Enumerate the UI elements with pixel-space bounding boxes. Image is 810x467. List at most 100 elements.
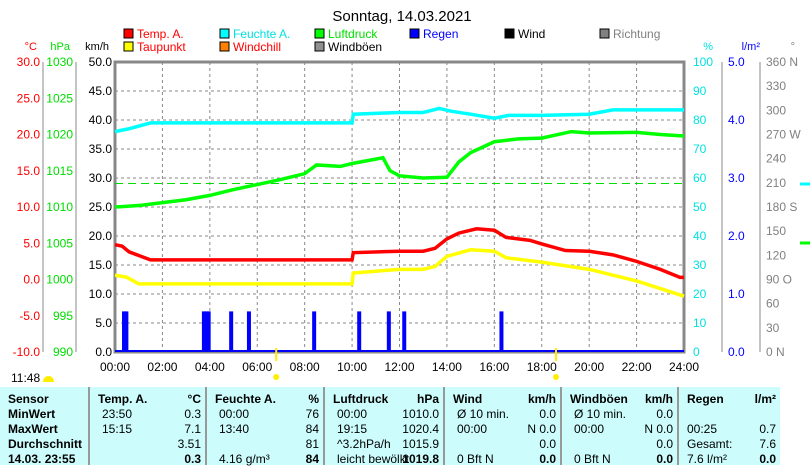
x-tick-label: 10:00: [337, 360, 367, 374]
cell-value: 0.3: [184, 452, 201, 466]
table-row: Durchschnitt: [0, 437, 88, 452]
humidity-tick-label: 30: [693, 258, 707, 272]
cell-value: 0.0: [759, 452, 776, 466]
rain-bar: [402, 311, 407, 352]
table-header: Luftdruck hPa: [325, 392, 445, 407]
table-column: Wind km/h Ø 10 min. 0.0 00:00 N 0.0 0.0 0 Bft N…: [443, 387, 562, 467]
temp-tick-label: -5.0: [19, 309, 40, 323]
wind-tick-label: 10.0: [89, 287, 113, 301]
temp-tick-label: -10.0: [13, 345, 41, 359]
humidity-tick-label: 90: [693, 84, 707, 98]
direction-tick-label: 210: [766, 176, 786, 190]
table-row: 00:00 1010.0: [325, 407, 445, 422]
table-column: Sensor MinWert MaxWert Durchschnitt 14.03. 2…: [0, 387, 88, 467]
temp-unit-label: °C: [25, 41, 37, 53]
table-row: 0.0: [445, 437, 562, 452]
wind-tick-label: 40.0: [89, 113, 113, 127]
table-row: 15:15 7.1: [90, 422, 207, 437]
wind-tick-label: 35.0: [89, 142, 113, 156]
legend-item: Taupunkt: [137, 40, 186, 54]
wind-tick-label: 20.0: [89, 229, 113, 243]
table-row: 3.51: [90, 437, 207, 452]
pressure-tick-label: 1020: [46, 128, 73, 142]
humidity-tick-label: 0: [693, 345, 700, 359]
pressure-tick-label: 995: [53, 309, 73, 323]
table-row: 14.03. 23:55: [0, 452, 88, 467]
legend-swatch: [123, 28, 134, 39]
direction-tick-label: 60: [766, 297, 780, 311]
cell-value: N 0.0: [527, 422, 556, 436]
pressure-tick-label: 1015: [46, 164, 73, 178]
temp-tick-label: 15.0: [17, 164, 41, 178]
cell-label: Regen: [687, 392, 724, 406]
cell-label: 0 Bft N: [457, 452, 494, 466]
cell-label: Durchschnitt: [8, 437, 83, 451]
cell-value: °C: [187, 392, 201, 406]
rain-tick-label: 3.0: [728, 171, 745, 185]
humidity-tick-label: 10: [693, 316, 707, 330]
wind-tick-label: 15.0: [89, 258, 113, 272]
humidity-tick-label: 40: [693, 229, 707, 243]
x-tick-label: 20:00: [574, 360, 604, 374]
table-row: 0 Bft N 0.0: [445, 452, 562, 467]
table-row: 00:00 76: [207, 407, 325, 422]
legend-swatch: [219, 41, 230, 52]
direction-tick-label: 360 N: [766, 55, 798, 69]
rain-bar: [246, 311, 251, 352]
series-luftdruck: [114, 129, 685, 209]
cell-value: 0.0: [539, 452, 556, 466]
cell-label: Temp. A.: [98, 392, 148, 406]
x-tick-label: 18:00: [527, 360, 557, 374]
table-row: 00:00 N 0.0: [445, 422, 562, 437]
cell-value: 7.6: [759, 437, 776, 451]
direction-tick-label: 240: [766, 152, 786, 166]
rain-bar: [124, 311, 129, 352]
table-row: 0.0: [562, 437, 679, 452]
rain-bar: [386, 311, 391, 352]
table-header: Wind km/h: [445, 392, 562, 407]
direction-tick-label: 330: [766, 79, 786, 93]
table-row: 23:50 0.3: [90, 407, 207, 422]
legend-item: Regen: [423, 27, 458, 41]
cell-value: 0.7: [759, 422, 776, 436]
pressure-tick-label: 1005: [46, 236, 73, 250]
cell-value: l/m²: [754, 392, 776, 406]
table-column: Regen l/m² 00:25 0.7 Gesamt: 7.6 7.6 l/m² 0.0: [677, 387, 782, 466]
temp-tick-label: 30.0: [17, 55, 41, 69]
pressure-tick-label: 1030: [46, 55, 73, 69]
rain-tick-label: 2.0: [728, 229, 745, 243]
temp-tick-label: 10.0: [17, 200, 41, 214]
table-row: 00:25 0.7: [679, 422, 782, 437]
humidity-tick-label: 60: [693, 171, 707, 185]
direction-unit-label: °: [791, 41, 795, 53]
table-row: 13:40 84: [207, 422, 325, 437]
table-column: Temp. A. °C 23:50 0.3 15:15 7.1 3.51 0.3: [88, 387, 207, 466]
wind-unit-label: km/h: [85, 41, 109, 53]
pressure-tick-label: 1000: [46, 273, 73, 287]
cell-value: 0.0: [656, 407, 673, 421]
cell-value: 1010.0: [402, 407, 439, 421]
rain-bar: [357, 311, 362, 352]
rain-bar: [312, 311, 317, 352]
x-tick-label: 06:00: [242, 360, 272, 374]
cell-value: 1019.8: [402, 452, 439, 466]
x-tick-label: 12:00: [384, 360, 414, 374]
table-header: Feuchte A.%: [207, 392, 325, 407]
table-header: Sensor: [0, 392, 88, 407]
cell-value: km/h: [527, 392, 556, 406]
cell-label: MinWert: [8, 407, 56, 421]
cell-value: 1015.9: [402, 437, 439, 451]
cell-label: 00:00: [337, 407, 368, 421]
table-row: leicht bewölkt 1019.8: [325, 452, 445, 467]
legend-swatch: [504, 28, 515, 39]
legend-swatch: [219, 28, 230, 39]
legend-item: Temp. A.: [137, 27, 184, 41]
temp-tick-label: 25.0: [17, 91, 41, 105]
rain-tick-label: 5.0: [728, 55, 745, 69]
humidity-tick-label: 20: [693, 287, 707, 301]
cell-label: 00:00: [574, 422, 605, 436]
direction-tick-label: 120: [766, 248, 786, 262]
rain-bar: [201, 311, 206, 352]
x-tick-label: 22:00: [622, 360, 652, 374]
humidity-tick-label: 80: [693, 113, 707, 127]
